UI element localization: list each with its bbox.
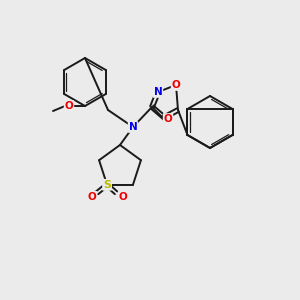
Text: S: S <box>103 180 111 190</box>
Text: O: O <box>64 101 74 111</box>
Text: O: O <box>172 80 180 90</box>
Text: O: O <box>164 114 172 124</box>
Text: N: N <box>154 87 162 97</box>
Text: O: O <box>88 192 96 202</box>
Text: O: O <box>119 192 128 202</box>
Text: N: N <box>129 122 137 132</box>
